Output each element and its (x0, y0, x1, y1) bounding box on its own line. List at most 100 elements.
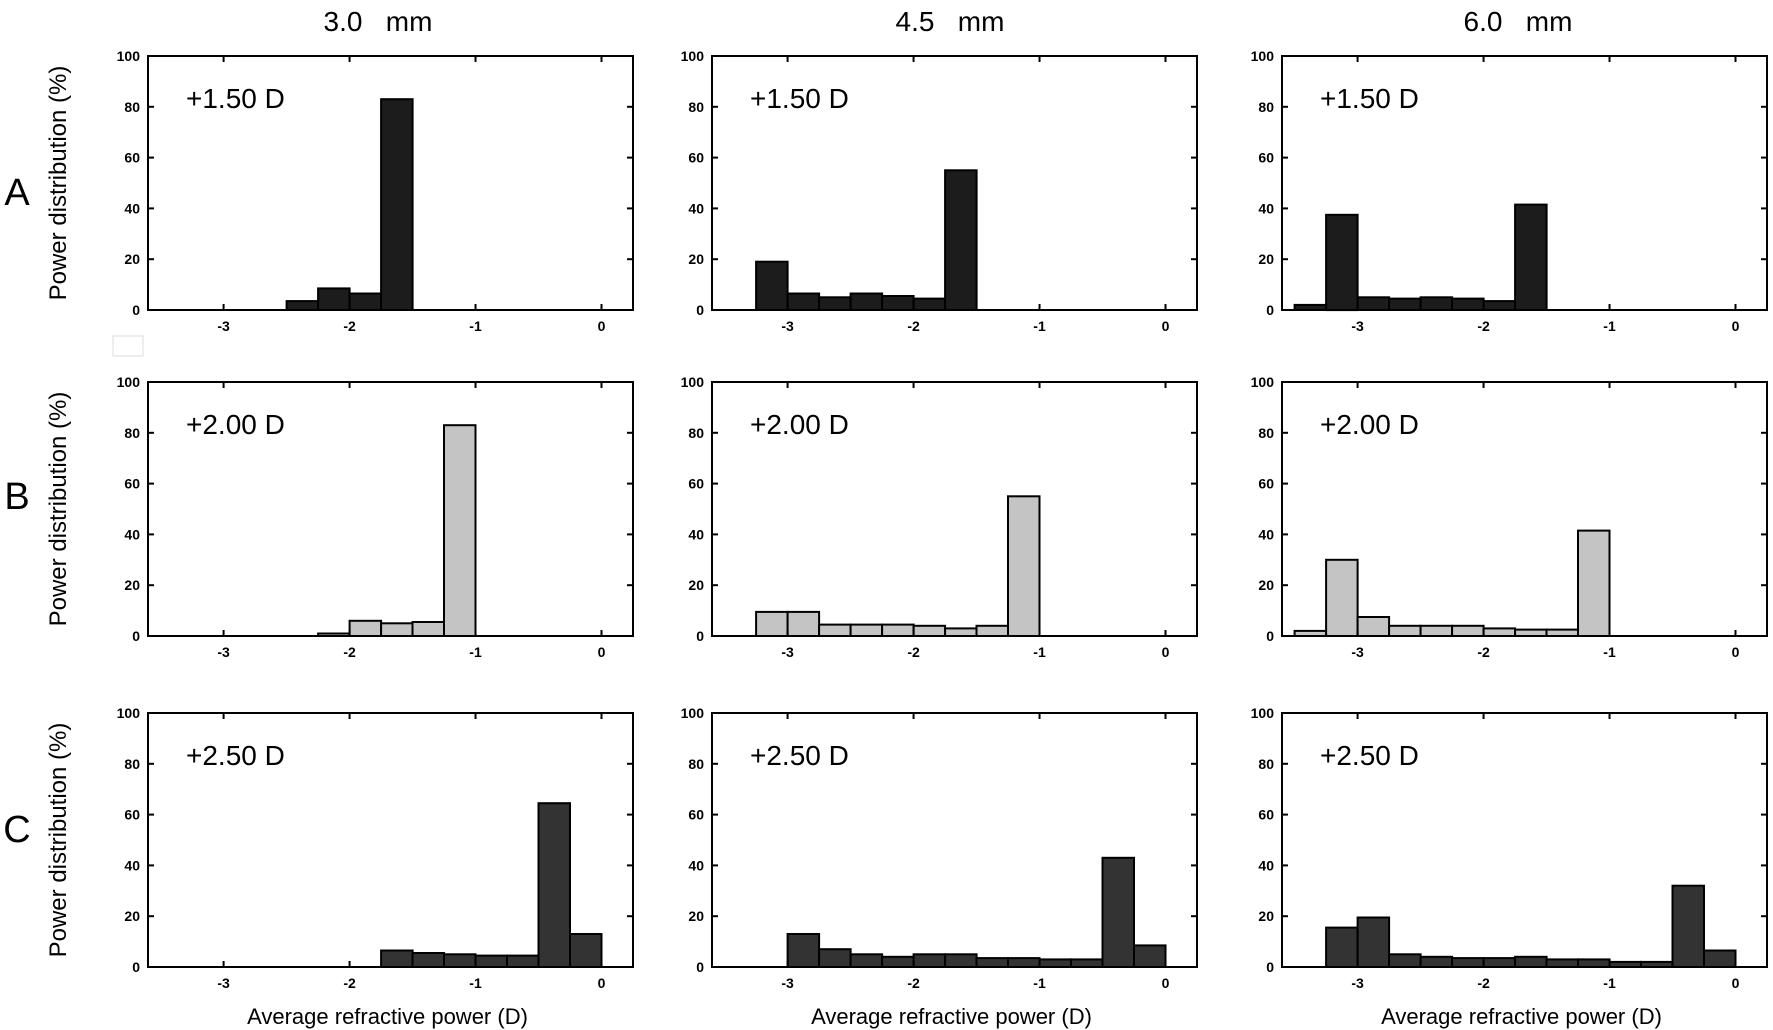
row-label-b: B (4, 476, 29, 518)
panel-b-c1-xtick-label--3: -3 (217, 644, 230, 660)
panel-b-c1-ytick-label-20: 20 (124, 577, 140, 593)
panel-c-c3-frame (1281, 712, 1768, 968)
panel-c-c2-xtick-label-0: 0 (1162, 975, 1170, 991)
panel-b-c1-xtick-label--2: -2 (343, 644, 356, 660)
panel-c-c2-bar-2 (849, 953, 884, 968)
panel-c-c2-ytick-label-20: 20 (688, 908, 704, 924)
panel-a-c2-bar-4 (881, 295, 915, 311)
panel-c-c2-bar-7 (1007, 957, 1041, 968)
panel-a-c1-xtick-label--1: -1 (469, 318, 482, 334)
panel-a-c2-xtick-label--2: -2 (907, 318, 920, 334)
panel-a-c1-ytick-label-0: 0 (132, 302, 140, 318)
panel-a-c1-ytick-label-80: 80 (124, 99, 140, 115)
panel-b-c1-xtick-label-0: 0 (598, 644, 606, 660)
panel-b-c3-bar-3 (1388, 624, 1422, 637)
panel-a-c3-bar-6 (1482, 300, 1517, 312)
panel-b-c3: 0 20 40 60 80 100 -3 -2 -1 0 +2.00 D (1251, 374, 1768, 660)
panel-a-c1-ytick-label-40: 40 (124, 200, 140, 216)
panel-c-c1: 0 20 40 60 80 100 -3 -2 -1 0 +2.50 D Power distribu… (45, 705, 634, 1029)
panel-a-c3-ytick-label-0: 0 (1266, 302, 1274, 318)
panel-b-c1-bar-2 (380, 622, 414, 637)
panel-c-c3-bar-6 (1514, 955, 1548, 968)
panel-c-c2-xtick-label--2: -2 (907, 975, 920, 991)
panel-c-c2-ytick-label-60: 60 (688, 807, 704, 823)
panel-b-c2-bar-4 (881, 623, 915, 637)
panel-b-c1-ytick-label-80: 80 (124, 425, 140, 441)
panel-c-c2-ytick-label-80: 80 (688, 756, 704, 772)
panel-b-c2-bar-2 (818, 623, 852, 637)
panels: 0 20 40 60 80 100 -3 -2 -1 0 +1.50 D Power distribu… (45, 48, 1768, 1029)
panel-a-c3-bar-5 (1451, 297, 1485, 312)
panel-a-c3: 0 20 40 60 80 100 -3 -2 -1 0 +1.50 D (1251, 48, 1768, 334)
panel-a-c3-bar-4 (1419, 296, 1454, 311)
panel-b-c3-ytick-label-40: 40 (1258, 526, 1274, 542)
panel-a-c3-xtick-label-0: 0 (1732, 318, 1740, 334)
panel-a-c1-bar-1 (317, 287, 351, 311)
panel-c-c3-ytick-label-100: 100 (1251, 705, 1275, 721)
panel-a-c3-frame (1281, 55, 1768, 311)
stray-box (112, 335, 144, 357)
panel-a-c2-frame (711, 55, 1198, 311)
panel-a-c3-bar-7 (1514, 203, 1548, 312)
panel-c-c2-bar-4 (912, 953, 947, 968)
panel-c-c2-bar-5 (944, 953, 978, 968)
panel-a-c1-annotation: +1.50 D (186, 83, 285, 114)
panel-c-c2-ytick-label-0: 0 (696, 959, 704, 975)
panel-a-c2-xtick-label-0: 0 (1162, 318, 1170, 334)
panel-c-c1-ytick-label-40: 40 (124, 857, 140, 873)
panel-c-c3-bar-11 (1671, 884, 1705, 969)
panel-a-c3-ytick-label-100: 100 (1251, 48, 1275, 64)
panel-c-c1-frame (147, 712, 634, 968)
panel-a-c1-ylabel: Power distribution (%) (45, 66, 72, 301)
panel-b-c3-xtick-label--3: -3 (1351, 644, 1364, 660)
panel-b-c2-xtick-label-0: 0 (1162, 644, 1170, 660)
panel-c-c1-bar-2 (443, 953, 477, 968)
panel-c-c3-bar-8 (1577, 958, 1611, 969)
panel-c-c3-xtick-label--2: -2 (1477, 975, 1490, 991)
panel-c-c1-ytick-label-0: 0 (132, 959, 140, 975)
panel-b-c1: 0 20 40 60 80 100 -3 -2 -1 0 +2.00 D Power distribu… (45, 374, 634, 660)
panel-b-c3-xtick-label--1: -1 (1603, 644, 1616, 660)
panel-c-c2-bar-9 (1070, 958, 1104, 969)
panel-b-c1-annotation: +2.00 D (186, 409, 285, 440)
panel-c-c3-bar-2 (1388, 953, 1422, 968)
panel-b-c2-bar-1 (786, 610, 821, 638)
panel-c-c3-xtick-label-0: 0 (1732, 975, 1740, 991)
panel-c-c3-ytick-label-60: 60 (1258, 807, 1274, 823)
panel-a-c2-ytick-label-20: 20 (688, 251, 704, 267)
panel-b-c3-ytick-label-0: 0 (1266, 628, 1274, 644)
panel-b-c3-bar-1 (1325, 558, 1359, 637)
panel-b-c3-ytick-label-100: 100 (1251, 374, 1275, 390)
panel-a-c1-frame (147, 55, 634, 311)
panel-b-c3-xtick-label--2: -2 (1477, 644, 1490, 660)
panel-b-c1-ylabel: Power distribution (%) (45, 392, 72, 627)
panel-c-c3-bar-3 (1419, 955, 1454, 968)
panel-c-c1-ylabel: Power distribution (%) (45, 723, 72, 958)
panel-b-c3-ytick-label-20: 20 (1258, 577, 1274, 593)
panel-c-c2-ytick-label-100: 100 (681, 705, 705, 721)
panel-a-c3-ytick-label-40: 40 (1258, 200, 1274, 216)
panel-c-c3-bar-0 (1325, 926, 1359, 968)
row-label-c: C (3, 809, 30, 851)
column-title-3mm: 3.0 mm (324, 6, 433, 37)
panel-b-c3-annotation: +2.00 D (1320, 409, 1419, 440)
panel-c-c1-xtick-label--2: -2 (343, 975, 356, 991)
panel-b-c3-ytick-label-60: 60 (1258, 476, 1274, 492)
panel-c-c1-bar-5 (537, 802, 571, 969)
panel-a-c3-xtick-label--3: -3 (1351, 318, 1364, 334)
panel-a-c1-bar-0 (285, 300, 320, 312)
panel-b-c1-bar-1 (348, 619, 383, 637)
panel-a-c1-bar-3 (380, 98, 414, 311)
panel-a-c1-xtick-label--2: -2 (343, 318, 356, 334)
panel-c-c3-xlabel: Average refractive power (D) (1381, 1004, 1662, 1029)
panel-a-c2-xtick-label--1: -1 (1033, 318, 1046, 334)
panel-c-c2-bar-3 (881, 955, 915, 968)
panel-c-c1-xtick-label--3: -3 (217, 975, 230, 991)
panel-c-c1-xtick-label--1: -1 (469, 975, 482, 991)
panel-c-c3-bar-12 (1703, 949, 1737, 968)
panel-a-c2-xtick-label--3: -3 (781, 318, 794, 334)
panel-c-c1-bar-3 (474, 954, 508, 968)
panel-b-c2-xtick-label--1: -1 (1033, 644, 1046, 660)
panel-b-c1-ytick-label-0: 0 (132, 628, 140, 644)
